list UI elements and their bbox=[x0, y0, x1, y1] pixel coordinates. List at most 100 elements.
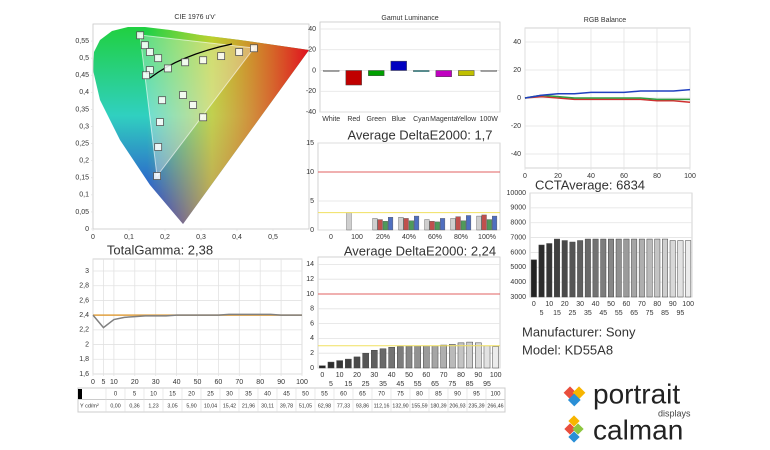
bar bbox=[685, 240, 692, 298]
x-tick-label: 40 bbox=[587, 173, 595, 180]
bar bbox=[554, 238, 560, 298]
x-tick-label: 100 bbox=[351, 234, 363, 241]
point bbox=[199, 56, 208, 65]
bar bbox=[327, 361, 335, 369]
y-tick-label: 6 bbox=[310, 320, 314, 327]
x-tick-label: 0,2 bbox=[160, 234, 170, 241]
point bbox=[181, 58, 190, 67]
y-tick-label: 1,6 bbox=[79, 371, 89, 378]
table-cell: 235,39 bbox=[468, 403, 484, 409]
table-cell: 30,11 bbox=[261, 403, 274, 409]
bar bbox=[584, 238, 591, 298]
table-cell: 93,86 bbox=[356, 403, 369, 409]
y-tick-label: 0,25 bbox=[75, 140, 89, 147]
logo-icon bbox=[568, 415, 580, 427]
x-tick-label: 60% bbox=[428, 234, 442, 241]
y-tick-label: 8000 bbox=[510, 220, 526, 227]
x-tick-label: 100% bbox=[478, 234, 496, 241]
bar bbox=[434, 221, 440, 231]
y-tick-label: -40 bbox=[511, 151, 521, 158]
table-cell: 132,90 bbox=[392, 403, 408, 409]
bar bbox=[546, 243, 553, 298]
table-header: 95 bbox=[473, 392, 480, 398]
point bbox=[156, 118, 164, 126]
bar bbox=[569, 241, 576, 298]
x-tick-label: 20 bbox=[131, 379, 139, 386]
x-tick-label: 45 bbox=[599, 310, 607, 317]
chart-title: TotalGamma: 2,38 bbox=[107, 242, 213, 257]
x-tick-label: 85 bbox=[466, 381, 474, 388]
bar bbox=[413, 70, 430, 72]
x-tick-label: 95 bbox=[483, 381, 491, 388]
bar bbox=[662, 238, 668, 298]
series-line bbox=[524, 88, 691, 99]
table-frame bbox=[77, 387, 506, 413]
point bbox=[140, 41, 149, 50]
x-tick-label: 20 bbox=[554, 173, 562, 180]
x-tick-label: 5 bbox=[540, 310, 544, 317]
x-tick-label: Red bbox=[347, 116, 360, 123]
planckian-locus bbox=[149, 43, 233, 79]
x-tick-label: 0 bbox=[320, 372, 324, 379]
x-tick-label: 35 bbox=[379, 381, 387, 388]
point bbox=[189, 101, 197, 109]
bar bbox=[486, 219, 492, 231]
x-tick-label: 70 bbox=[235, 379, 243, 386]
bar bbox=[405, 345, 413, 369]
x-tick-label: 50 bbox=[607, 301, 615, 308]
table-cell: 21,96 bbox=[242, 403, 255, 409]
series-line bbox=[524, 94, 690, 101]
chart-title: CIE 1976 u'v' bbox=[174, 14, 215, 21]
point bbox=[250, 44, 258, 53]
x-tick-label: 90 bbox=[669, 301, 677, 308]
table-cell: 155,59 bbox=[411, 403, 427, 409]
x-tick-label: 40% bbox=[402, 234, 416, 241]
table-header: 50 bbox=[302, 392, 309, 398]
bar bbox=[435, 70, 452, 77]
bar bbox=[480, 70, 497, 72]
y-tick-label: 3000 bbox=[510, 294, 526, 301]
bar bbox=[646, 238, 653, 298]
x-tick-label: 25 bbox=[569, 310, 577, 317]
y-tick-label: 0,05 bbox=[75, 209, 89, 216]
table-cell: 10,04 bbox=[204, 403, 217, 409]
point bbox=[142, 71, 150, 80]
x-tick-label: 45 bbox=[396, 381, 404, 388]
series-line bbox=[524, 95, 691, 103]
table-header: 85 bbox=[435, 392, 442, 398]
x-tick-label: Magenta bbox=[430, 116, 457, 123]
table-cell: 0,36 bbox=[129, 403, 139, 409]
table-header: 45 bbox=[283, 392, 290, 398]
bar bbox=[600, 238, 607, 298]
bar bbox=[362, 352, 369, 369]
x-tick-label: Cyan bbox=[413, 116, 429, 123]
x-tick-label: 35 bbox=[584, 310, 592, 317]
x-tick-label: 0 bbox=[91, 379, 95, 386]
x-tick-label: 80 bbox=[256, 379, 264, 386]
y-tick-label: 10 bbox=[306, 291, 314, 298]
y-tick-label: 0,45 bbox=[75, 72, 89, 79]
bar bbox=[408, 220, 414, 231]
bar bbox=[615, 238, 622, 298]
bar bbox=[538, 244, 545, 298]
x-tick-label: Green bbox=[367, 116, 387, 123]
y-tick-label: 10 bbox=[306, 169, 314, 176]
bar bbox=[654, 238, 661, 298]
y-tick-label: 40 bbox=[513, 39, 521, 46]
bar bbox=[346, 212, 352, 231]
bar bbox=[368, 70, 385, 76]
table-header: 20 bbox=[188, 392, 195, 398]
bar bbox=[476, 215, 482, 231]
x-tick-label: 10 bbox=[545, 301, 553, 308]
table-cell: 62,98 bbox=[318, 403, 331, 409]
bar bbox=[492, 346, 499, 369]
table-header: 65 bbox=[359, 392, 366, 398]
model: Model: KD55A8 bbox=[522, 342, 613, 357]
bar bbox=[388, 217, 394, 231]
bar bbox=[372, 218, 378, 231]
x-tick-label: Blue bbox=[392, 116, 406, 123]
y-tick-label: 2,6 bbox=[79, 297, 89, 304]
y-tick-label: 8 bbox=[310, 306, 314, 313]
bar bbox=[561, 240, 568, 298]
x-tick-label: 5 bbox=[329, 381, 333, 388]
